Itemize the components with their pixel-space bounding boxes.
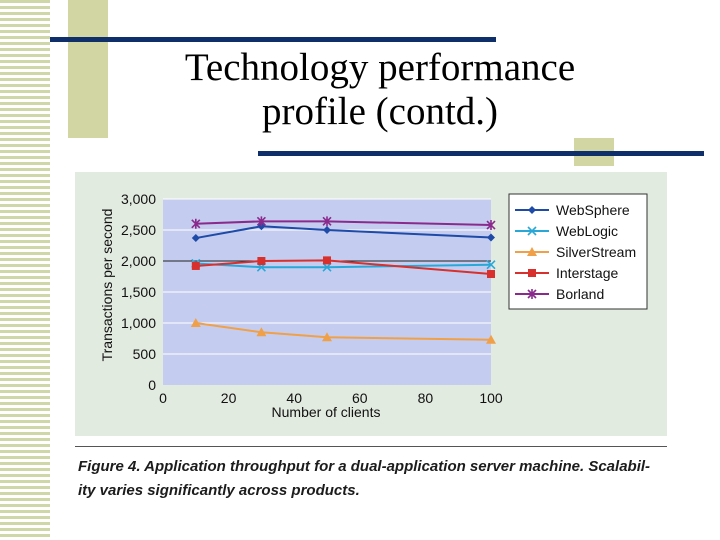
legend-label-silverstream: SilverStream [556, 244, 636, 260]
x-tick-label: 80 [418, 390, 434, 406]
legend-label-websphere: WebSphere [556, 202, 630, 218]
y-tick-label: 2,000 [121, 253, 156, 269]
data-point-interstage [323, 256, 331, 265]
slide-title-line-1: Technology performance [184, 46, 576, 89]
legend-marker-silverstream [527, 247, 537, 256]
data-point-interstage [191, 261, 200, 270]
data-point-borland-shape [322, 216, 332, 227]
data-point-silverstream-shape [322, 332, 332, 342]
data-point-silverstream-shape [256, 327, 267, 337]
y-tick-label: 1,000 [121, 315, 156, 331]
data-point-interstage-shape [257, 257, 266, 265]
y-axis-title: Transactions per second [99, 209, 115, 362]
x-tick-label: 100 [479, 390, 503, 406]
series-line-borland [195, 220, 492, 227]
data-point-borland-shape [256, 216, 266, 227]
data-point-websphere [191, 234, 200, 243]
caption-line-1: Figure 4. Application throughput for a d… [78, 458, 651, 475]
legend-label-weblogic: WebLogic [556, 223, 618, 239]
y-tick-label: 1,500 [121, 284, 156, 300]
data-point-borland [322, 216, 332, 227]
data-point-interstage [487, 270, 495, 279]
olive-block-top-left [68, 0, 108, 138]
series-line-weblogic [195, 262, 492, 269]
data-point-interstage-shape [487, 270, 495, 279]
series-line-silverstream [195, 322, 492, 341]
data-point-silverstream-shape [190, 318, 201, 327]
legend-marker-weblogic [527, 226, 537, 236]
legend-marker-interstage-shape [528, 269, 536, 277]
series-line-interstage [195, 259, 492, 276]
data-point-borland-shape [191, 218, 201, 229]
legend-marker-interstage [528, 269, 536, 277]
data-point-silverstream [190, 318, 201, 327]
data-point-websphere [487, 233, 495, 242]
legend-marker-silverstream-shape [527, 247, 537, 256]
figure-caption: Figure 4. Application throughput for a d… [78, 455, 678, 503]
data-point-weblogic [322, 262, 332, 272]
left-stripe-decoration [0, 0, 50, 540]
data-point-websphere [323, 226, 331, 234]
data-point-borland [486, 220, 496, 231]
title-rule-top [50, 37, 496, 42]
data-point-interstage [257, 257, 266, 265]
data-point-weblogic-shape [322, 262, 332, 272]
legend-marker-weblogic-shape [527, 226, 537, 236]
data-point-weblogic [486, 260, 496, 270]
caption-divider [75, 446, 667, 447]
legend-label-interstage: Interstage [556, 265, 618, 281]
data-point-websphere-shape [191, 234, 200, 243]
series-line-websphere [195, 225, 492, 240]
slide-title: Technology performance profile (contd.) [150, 46, 610, 134]
data-point-borland-shape [486, 220, 496, 231]
data-point-borland [191, 218, 201, 229]
data-point-websphere-shape [323, 226, 331, 234]
y-tick-label: 0 [148, 377, 156, 393]
x-tick-label: 60 [352, 390, 368, 406]
legend-marker-websphere [528, 206, 536, 214]
data-point-weblogic-shape [486, 260, 496, 270]
data-point-interstage-shape [323, 256, 331, 265]
data-point-silverstream [322, 332, 332, 342]
legend-marker-borland-shape [527, 289, 537, 299]
legend-marker-borland [527, 289, 537, 299]
caption-line-2: ity varies significantly across products… [78, 482, 360, 499]
legend-label-borland: Borland [556, 286, 604, 302]
x-axis-title: Number of clients [272, 404, 381, 420]
y-tick-label: 2,500 [121, 222, 156, 238]
x-tick-label: 40 [286, 390, 302, 406]
data-point-websphere-shape [487, 233, 495, 242]
x-tick-label: 0 [159, 390, 167, 406]
data-point-silverstream [486, 334, 496, 344]
x-tick-label: 20 [221, 390, 237, 406]
data-point-borland [256, 216, 266, 227]
data-point-silverstream [256, 327, 267, 337]
y-tick-label: 3,000 [121, 191, 156, 207]
legend-marker-websphere-shape [528, 206, 536, 214]
slide-title-line-2: profile (contd.) [261, 90, 499, 133]
y-tick-label: 500 [133, 346, 157, 362]
title-rule-bottom [258, 151, 704, 156]
data-point-silverstream-shape [486, 334, 496, 344]
data-point-interstage-shape [191, 261, 200, 270]
